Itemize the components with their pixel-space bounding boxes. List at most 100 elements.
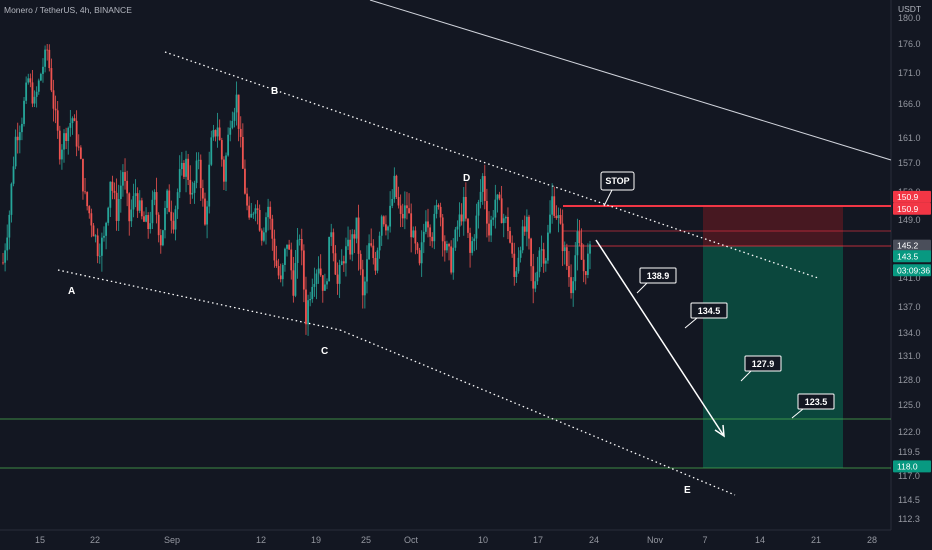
y-tick-label: 119.5 [898, 447, 920, 457]
candle-body [248, 205, 251, 218]
candle-body [357, 217, 360, 254]
candle-body [113, 190, 116, 193]
candle-body [159, 235, 162, 246]
candle-body [39, 73, 42, 81]
x-tick-label: 22 [90, 535, 100, 545]
y-tick-label: 180.0 [898, 13, 921, 23]
x-tick-label: 19 [311, 535, 321, 545]
candle-body [441, 217, 444, 242]
candle-body [35, 91, 38, 97]
candle-body [563, 247, 566, 252]
y-tick-label: 131.0 [898, 351, 921, 361]
y-tick-label: 137.0 [898, 302, 921, 312]
y-tick-label: 134.0 [898, 328, 921, 338]
candle-body [532, 266, 535, 289]
candle-body [502, 218, 505, 224]
candle-body [477, 201, 480, 216]
y-tick-label: 128.0 [898, 375, 921, 385]
y-tick-label: 125.0 [898, 400, 921, 410]
candle-body [551, 196, 554, 215]
candle-body [317, 268, 320, 274]
candle-body [397, 197, 400, 206]
candle-body [185, 158, 187, 177]
candle-body [473, 238, 476, 242]
candle-body [77, 146, 80, 148]
candle-body [149, 223, 152, 229]
candle-body [235, 94, 238, 113]
candle-body [50, 68, 53, 91]
candle-body [25, 82, 28, 101]
candle-body [536, 271, 539, 282]
x-tick-label: 24 [589, 535, 599, 545]
candle-body [437, 205, 440, 207]
candle-body [353, 234, 356, 239]
candle-body [570, 277, 572, 294]
candle-body [206, 206, 208, 225]
candle-body [204, 198, 206, 225]
svg-text:134.5: 134.5 [698, 306, 721, 316]
candle-body [298, 238, 301, 240]
candle-body [393, 175, 396, 199]
x-tick-label: 12 [256, 535, 266, 545]
lower-channel-line-2 [339, 329, 736, 496]
candle-body [193, 182, 196, 193]
candle-body [122, 172, 124, 186]
candle-body [27, 78, 30, 83]
long-trendline [369, 0, 892, 161]
candle-body [416, 243, 419, 251]
candle-body [138, 200, 141, 211]
candle-body [82, 158, 84, 192]
candle-body [229, 127, 232, 135]
candle-body [302, 250, 305, 290]
candle-body [351, 234, 354, 255]
candle-body [233, 112, 236, 121]
candle-body [279, 275, 282, 280]
candle-body [549, 214, 551, 233]
candle-body [212, 130, 215, 138]
candle-body [589, 244, 591, 254]
candle-body [105, 222, 107, 236]
candle-body [359, 253, 362, 270]
candle-body [431, 236, 434, 242]
candle-body [157, 214, 160, 236]
candle-body [376, 250, 379, 271]
candle-body [218, 127, 221, 141]
callout-123-5: 123.5 [791, 393, 835, 419]
price-tag-box [893, 202, 931, 215]
candle-body [61, 149, 63, 160]
candle-body [54, 108, 57, 111]
candle-body [250, 213, 253, 218]
candle-body [84, 191, 86, 193]
candle-body [519, 250, 522, 258]
candle-body [96, 235, 99, 257]
candle-body [528, 216, 530, 239]
candle-body [462, 196, 465, 222]
candle-body [498, 194, 501, 199]
candle-body [6, 237, 9, 251]
candle-body [361, 269, 364, 296]
candle-body [309, 298, 312, 301]
candle-body [37, 80, 40, 92]
candle-body [439, 206, 442, 218]
candle-body [128, 193, 131, 222]
candle-body [176, 192, 179, 210]
candle-body [244, 168, 246, 194]
candle-body [540, 249, 543, 251]
wave-label-b: B [271, 86, 278, 97]
candle-body [288, 244, 291, 250]
candle-body [378, 235, 381, 251]
candle-body [471, 241, 474, 253]
time-axis[interactable]: 15 22 Sep 12 19 25 Oct 10 17 24 Nov 7 14 21 28 [35, 535, 877, 545]
candle-body [225, 155, 227, 182]
candle-body [136, 193, 139, 211]
candle-body [399, 205, 402, 214]
candle-body [214, 130, 217, 137]
candle-body [467, 218, 469, 233]
x-tick-label: 10 [478, 535, 488, 545]
price-tag-box [893, 190, 931, 203]
candle-body [199, 159, 202, 189]
candle-body [321, 275, 324, 291]
candle-body [130, 209, 133, 222]
